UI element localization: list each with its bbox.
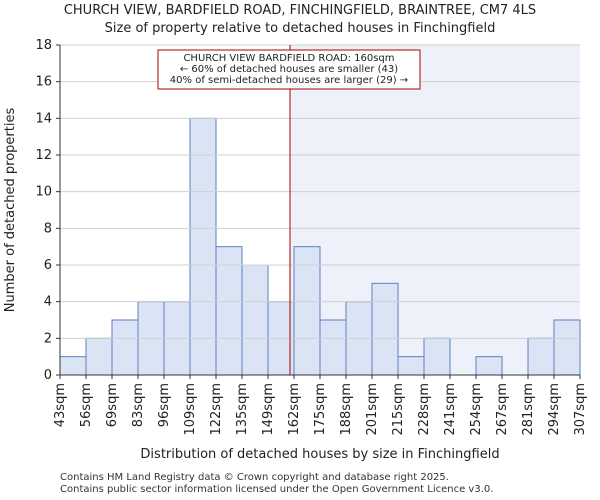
x-tick-label: 149sqm — [261, 383, 276, 436]
x-tick-label: 254sqm — [469, 383, 484, 436]
y-tick-label: 6 — [44, 258, 52, 273]
y-tick-label: 12 — [35, 148, 52, 163]
histogram-bar — [319, 319, 347, 376]
y-tick-label: 18 — [35, 38, 52, 53]
y-tick-label: 8 — [44, 221, 52, 236]
chart-subtitle: Size of property relative to detached ho… — [104, 21, 496, 36]
annotation-box — [157, 49, 421, 90]
x-tick-label: 109sqm — [183, 383, 198, 436]
x-tick-label: 307sqm — [573, 383, 588, 436]
y-tick-label: 4 — [44, 295, 52, 310]
x-tick-label: 135sqm — [235, 383, 250, 436]
x-tick-label: 69sqm — [105, 383, 120, 427]
histogram-bar — [189, 117, 217, 376]
histogram-bar — [293, 246, 321, 376]
footer-copyright: Contains HM Land Registry data © Crown c… — [60, 472, 449, 483]
histogram-bar — [423, 337, 451, 376]
annotation-text: CHURCH VIEW BARDFIELD ROAD: 160sqm — [183, 53, 394, 64]
x-tick-label: 294sqm — [547, 383, 562, 436]
y-axis-label: Number of detached properties — [3, 108, 18, 313]
x-tick-label: 96sqm — [157, 383, 172, 427]
histogram-chart: 0 2 4 6 8 10 12 14 16 18 43sqm 56sqm 69sqm 83sqm 96sqm… — [3, 38, 588, 462]
x-tick-label: 201sqm — [365, 383, 380, 436]
histogram-bar — [371, 282, 399, 376]
y-tick-label: 16 — [35, 75, 52, 90]
y-tick-label: 2 — [44, 331, 52, 346]
histogram-bar — [527, 337, 555, 376]
histogram-bar — [397, 356, 425, 376]
annotation-text: 40% of semi-detached houses are larger (… — [170, 75, 408, 86]
histogram-bar — [241, 264, 269, 376]
y-tick-label: 10 — [35, 185, 52, 200]
x-tick-label: 228sqm — [417, 383, 432, 436]
annotation-text: ← 60% of detached houses are smaller (43… — [180, 64, 398, 75]
histogram-bar — [111, 319, 139, 376]
histogram-bar — [85, 337, 113, 376]
histogram-bar — [215, 246, 243, 376]
x-tick-label: 122sqm — [209, 383, 224, 436]
x-tick-label: 83sqm — [131, 383, 146, 427]
x-tick-label: 56sqm — [79, 383, 94, 427]
x-tick-label: 281sqm — [521, 383, 536, 436]
x-axis-label: Distribution of detached houses by size … — [140, 447, 499, 462]
x-tick-label: 215sqm — [391, 383, 406, 436]
histogram-bar — [475, 356, 503, 376]
y-tick-label: 14 — [35, 111, 52, 126]
x-tick-label: 175sqm — [313, 383, 328, 436]
x-tick-label: 162sqm — [287, 383, 302, 436]
footer-licence: Contains public sector information licen… — [60, 484, 494, 495]
y-tick-label: 0 — [44, 368, 52, 383]
histogram-bar — [553, 319, 581, 376]
x-tick-label: 188sqm — [339, 383, 354, 436]
x-tick-label: 241sqm — [443, 383, 458, 436]
x-tick-label: 267sqm — [495, 383, 510, 436]
chart-title: CHURCH VIEW, BARDFIELD ROAD, FINCHINGFIE… — [63, 3, 537, 18]
histogram-bar — [59, 356, 87, 376]
x-tick-label: 43sqm — [53, 383, 68, 427]
